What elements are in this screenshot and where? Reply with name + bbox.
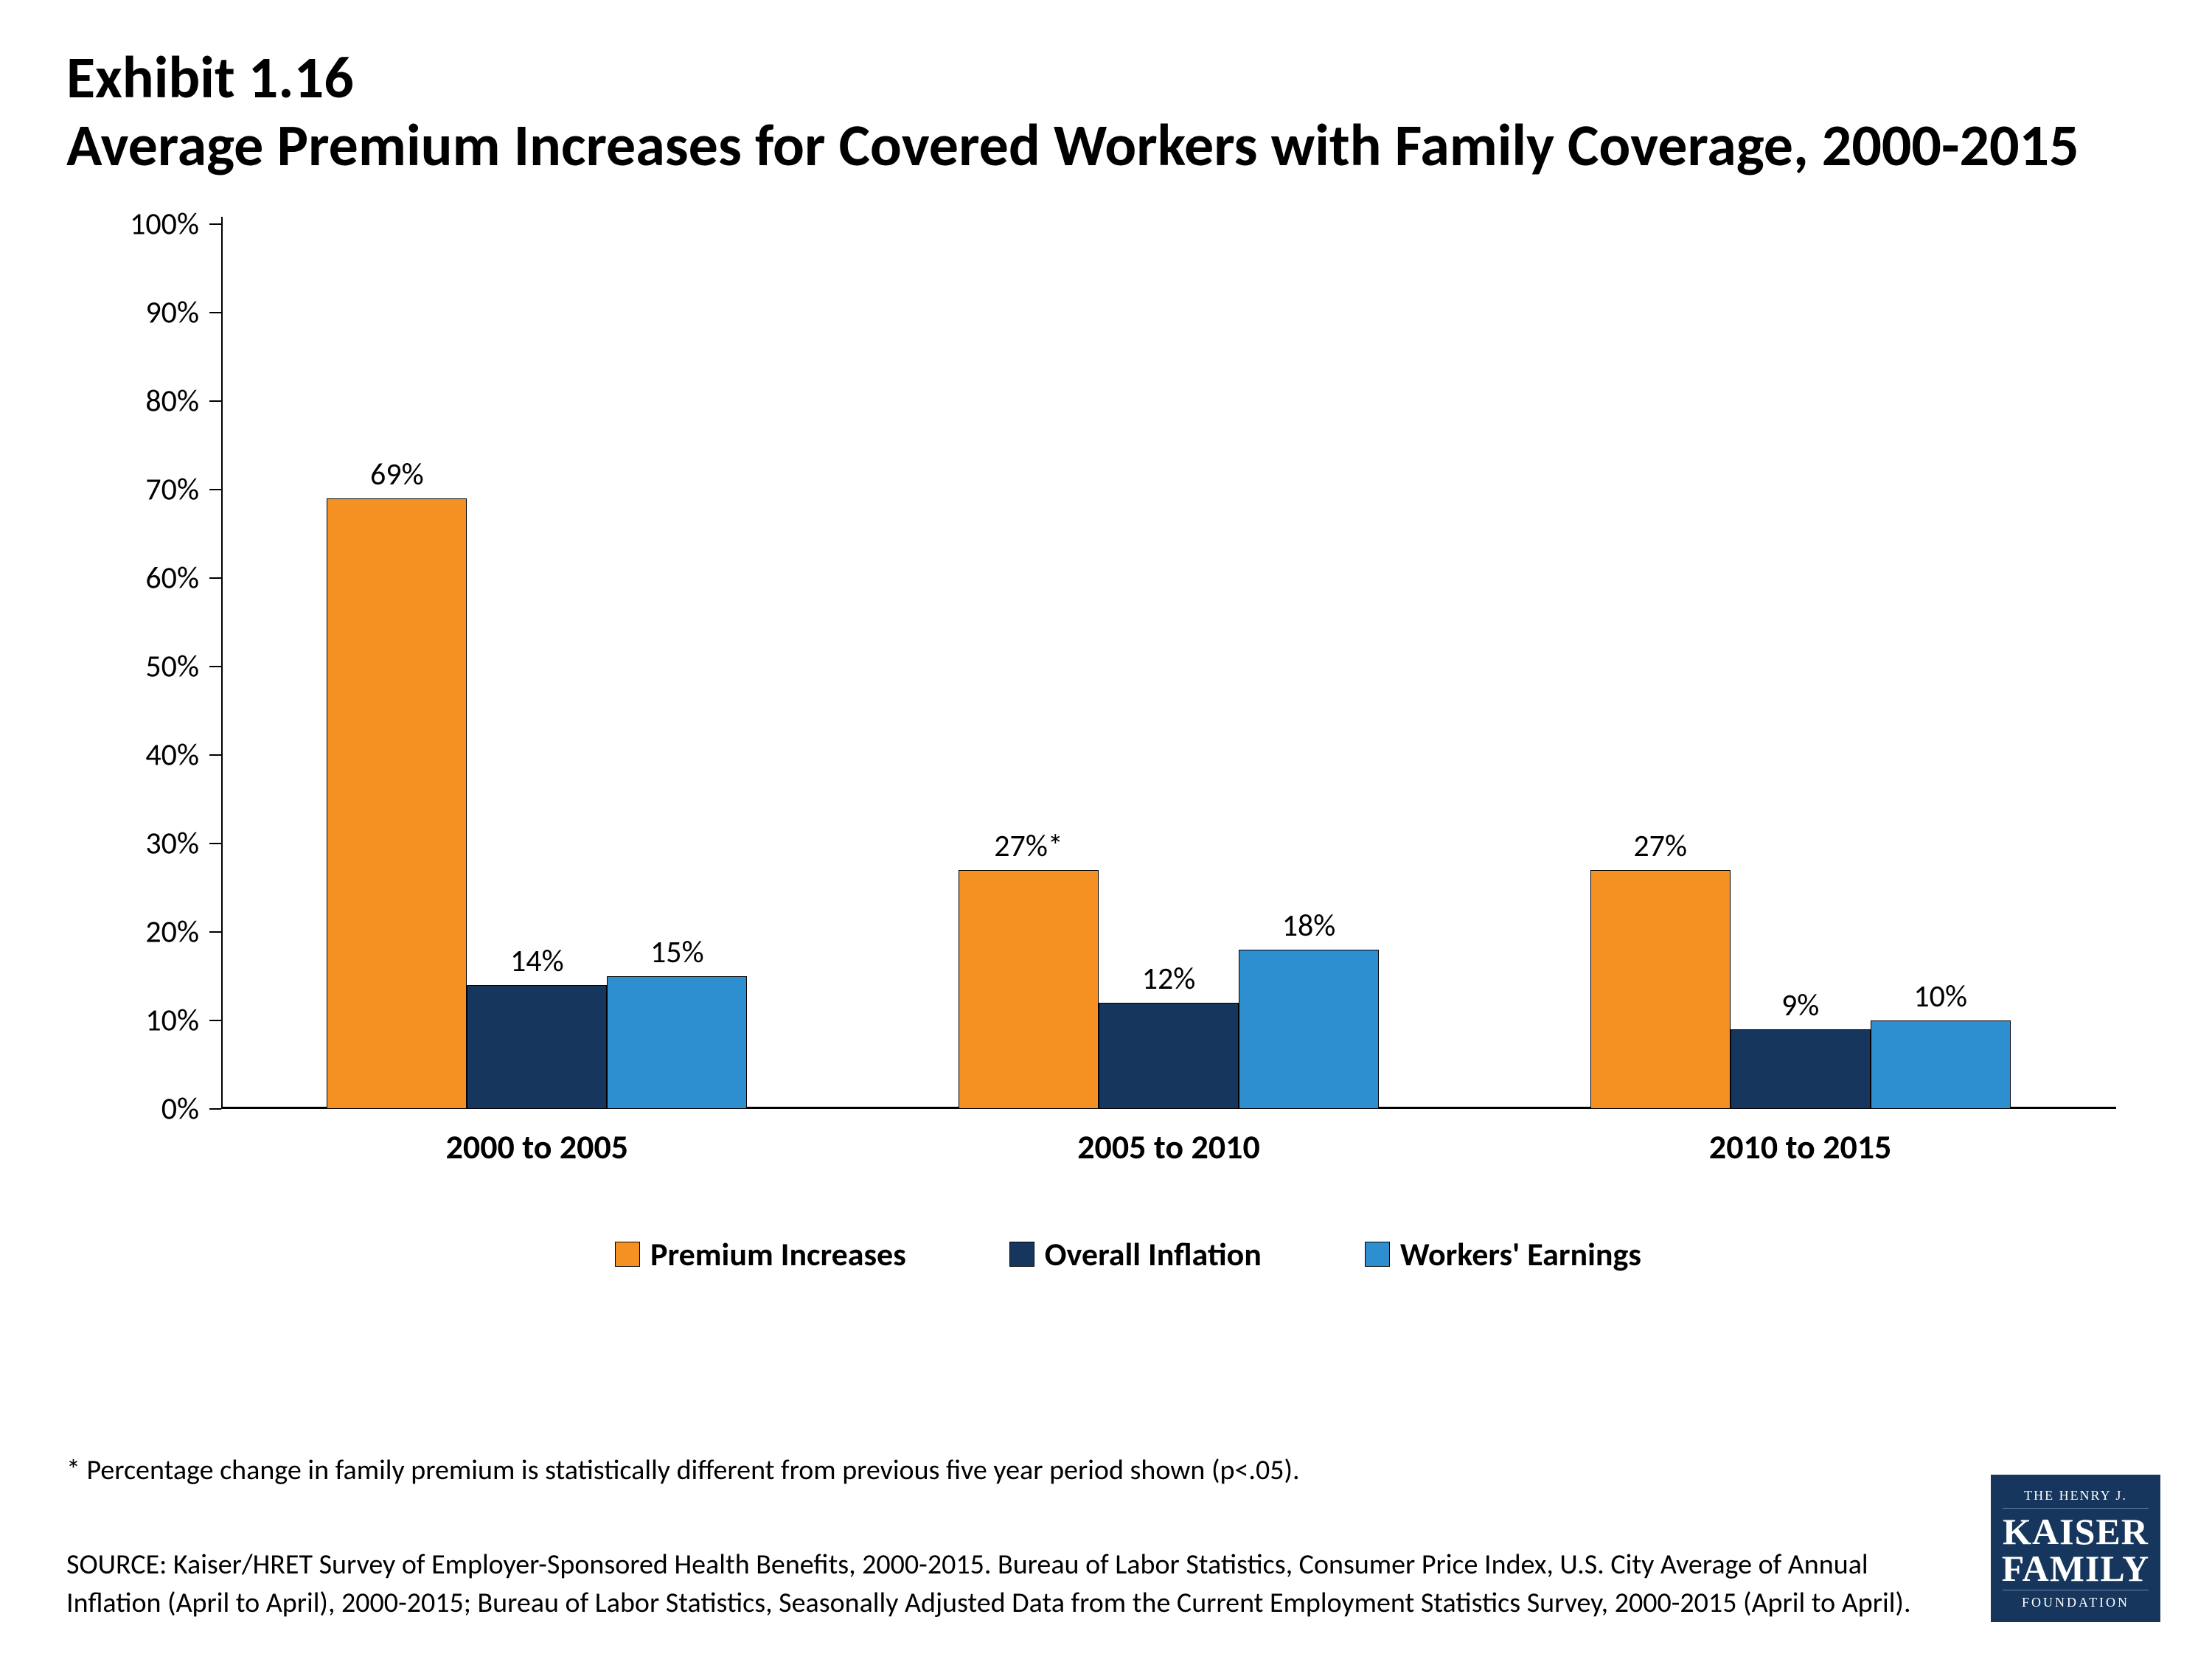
legend-item: Premium Increases xyxy=(615,1234,906,1274)
kaiser-logo: THE HENRY J. KAISER FAMILY FOUNDATION xyxy=(1991,1475,2160,1622)
logo-line-1: THE HENRY J. xyxy=(2003,1484,2149,1509)
y-tick xyxy=(209,577,221,579)
bar-value-label: 12% xyxy=(1142,960,1196,1004)
y-tick xyxy=(209,312,221,313)
logo-line-4: FOUNDATION xyxy=(2003,1590,2149,1613)
y-tick-label: 90% xyxy=(111,294,199,332)
y-tick xyxy=(209,223,221,225)
bar-value-label: 14% xyxy=(510,942,564,986)
exhibit-number: Exhibit 1.16 xyxy=(66,44,2146,112)
chart-area: 0%10%20%30%40%50%60%70%80%90%100% 69%14%… xyxy=(111,224,2146,1274)
y-tick-label: 70% xyxy=(111,471,199,509)
x-axis-label: 2010 to 2015 xyxy=(1484,1127,2116,1168)
y-tick-label: 20% xyxy=(111,914,199,951)
bar: 18% xyxy=(1239,950,1379,1109)
bar-value-label: 15% xyxy=(650,933,704,977)
bar-groups: 69%14%15%27%*12%18%27%9%10% xyxy=(221,224,2116,1109)
bar-value-label: 27%* xyxy=(994,827,1063,871)
y-tick-label: 50% xyxy=(111,648,199,686)
y-tick-label: 10% xyxy=(111,1002,199,1040)
y-tick xyxy=(209,489,221,490)
y-tick xyxy=(209,666,221,667)
bar-group: 27%9%10% xyxy=(1484,224,2116,1109)
logo-line-3: FAMILY xyxy=(2002,1550,2149,1587)
x-axis-label: 2005 to 2010 xyxy=(853,1127,1485,1168)
bar: 27% xyxy=(1590,870,1731,1109)
legend-label: Premium Increases xyxy=(650,1234,906,1274)
bar-value-label: 10% xyxy=(1913,978,1967,1021)
logo-line-2: KAISER xyxy=(2003,1513,2149,1550)
x-axis-label: 2000 to 2005 xyxy=(221,1127,853,1168)
bar: 14% xyxy=(467,985,607,1109)
chart-title: Average Premium Increases for Covered Wo… xyxy=(66,112,2146,180)
bar: 27%* xyxy=(959,870,1099,1109)
chart-legend: Premium Increases Overall Inflation Worker… xyxy=(111,1234,2146,1274)
bar-group: 27%*12%18% xyxy=(853,224,1485,1109)
y-tick xyxy=(209,931,221,933)
bar-value-label: 27% xyxy=(1633,827,1687,871)
legend-swatch xyxy=(1009,1242,1034,1267)
y-tick-label: 100% xyxy=(111,206,199,243)
y-tick-label: 40% xyxy=(111,737,199,774)
y-tick-label: 60% xyxy=(111,560,199,597)
y-tick xyxy=(209,1108,221,1110)
source-text: SOURCE: Kaiser/HRET Survey of Employer-S… xyxy=(66,1546,1954,1622)
legend-label: Overall Inflation xyxy=(1045,1234,1262,1274)
legend-label: Workers' Earnings xyxy=(1400,1234,1641,1274)
x-axis-labels: 2000 to 20052005 to 20102010 to 2015 xyxy=(221,1127,2116,1168)
bar: 15% xyxy=(607,976,747,1109)
legend-swatch xyxy=(1365,1242,1390,1267)
y-tick-label: 0% xyxy=(111,1091,199,1128)
slide: Exhibit 1.16 Average Premium Increases f… xyxy=(0,0,2212,1659)
y-tick-label: 30% xyxy=(111,825,199,863)
title-block: Exhibit 1.16 Average Premium Increases f… xyxy=(66,44,2146,180)
y-tick xyxy=(209,843,221,844)
y-tick xyxy=(209,1020,221,1021)
bar: 69% xyxy=(327,498,467,1109)
y-tick xyxy=(209,400,221,402)
bar-value-label: 69% xyxy=(370,456,424,499)
chart-plot: 0%10%20%30%40%50%60%70%80%90%100% 69%14%… xyxy=(221,224,2116,1109)
bar-value-label: 18% xyxy=(1282,907,1336,950)
bar-value-label: 9% xyxy=(1781,987,1819,1030)
y-tick-label: 80% xyxy=(111,383,199,420)
bar: 10% xyxy=(1871,1020,2011,1109)
bar: 12% xyxy=(1099,1003,1239,1109)
bar: 9% xyxy=(1731,1029,1871,1109)
legend-swatch xyxy=(615,1242,640,1267)
y-tick xyxy=(209,754,221,756)
bar-group: 69%14%15% xyxy=(221,224,853,1109)
legend-item: Workers' Earnings xyxy=(1365,1234,1641,1274)
legend-item: Overall Inflation xyxy=(1009,1234,1262,1274)
footnote-text: * Percentage change in family premium is… xyxy=(66,1452,1954,1489)
